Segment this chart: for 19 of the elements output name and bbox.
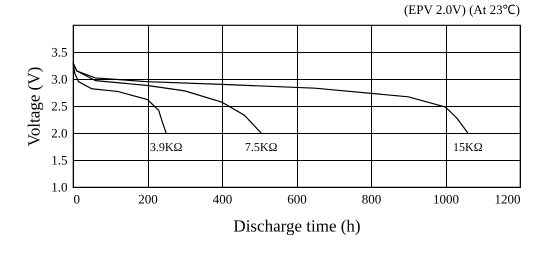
x-axis-title: Discharge time (h): [233, 216, 361, 236]
y-tick-label: 2.0: [51, 126, 68, 140]
y-tick-label: 1.5: [51, 152, 68, 168]
series-label: 3.9KΩ: [150, 140, 182, 154]
x-tick-label: 400: [212, 192, 232, 206]
x-tick-label: 1200: [494, 192, 520, 206]
y-tick-label: 3.0: [51, 72, 68, 86]
series-label: 7.5KΩ: [244, 140, 278, 154]
y-tick-label: 3.5: [51, 44, 68, 60]
y-tick-label: 2.5: [51, 98, 68, 114]
x-tick-label: 600: [287, 192, 307, 206]
x-tick-label: 0: [74, 192, 80, 206]
x-tick-label: 1000: [433, 192, 459, 206]
series-label: 15KΩ: [453, 140, 483, 154]
chart-title: (EPV 2.0V) (At 23℃): [404, 2, 520, 17]
x-tick-label: 800: [362, 192, 382, 206]
y-axis-title: Voltage (V): [24, 66, 44, 146]
y-tick-label: 1.0: [51, 180, 68, 194]
x-tick-label: 200: [138, 192, 158, 206]
